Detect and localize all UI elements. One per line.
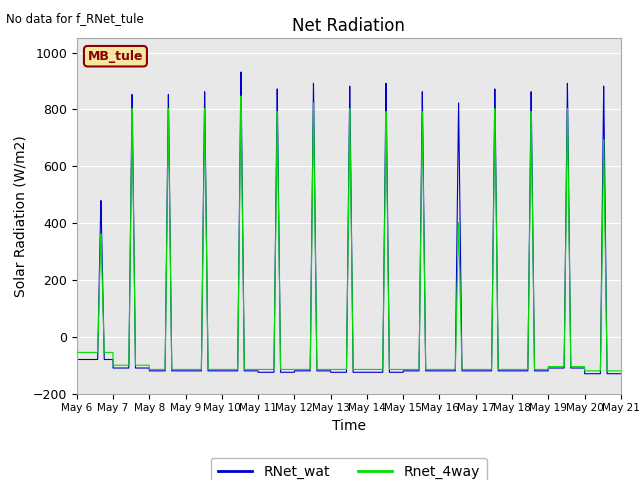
Y-axis label: Solar Radiation (W/m2): Solar Radiation (W/m2) xyxy=(13,135,27,297)
Rnet_4way xyxy=(616,368,624,374)
RNet_wat xyxy=(616,371,624,377)
RNet_wat xyxy=(617,371,625,377)
Rnet_4way xyxy=(441,367,449,372)
RNet_wat xyxy=(237,69,244,75)
RNet_wat xyxy=(581,371,589,377)
Line: RNet_wat: RNet_wat xyxy=(77,72,621,374)
Title: Net Radiation: Net Radiation xyxy=(292,17,405,36)
Legend: RNet_wat, Rnet_4way: RNet_wat, Rnet_4way xyxy=(211,458,487,480)
Rnet_4way xyxy=(581,368,589,374)
Rnet_4way xyxy=(502,367,509,372)
Text: No data for f_RNet_tule: No data for f_RNet_tule xyxy=(6,12,144,25)
RNet_wat xyxy=(502,368,509,374)
Line: Rnet_4way: Rnet_4way xyxy=(77,96,621,371)
Rnet_4way xyxy=(73,349,81,355)
RNet_wat xyxy=(73,357,81,362)
Rnet_4way xyxy=(471,367,479,372)
X-axis label: Time: Time xyxy=(332,419,366,433)
Text: MB_tule: MB_tule xyxy=(88,50,143,63)
RNet_wat xyxy=(471,368,479,374)
Rnet_4way xyxy=(237,93,244,99)
RNet_wat xyxy=(171,368,179,374)
Rnet_4way xyxy=(617,368,625,374)
RNet_wat xyxy=(329,370,337,375)
Rnet_4way xyxy=(171,367,179,372)
RNet_wat xyxy=(441,368,449,374)
Rnet_4way xyxy=(329,367,337,372)
